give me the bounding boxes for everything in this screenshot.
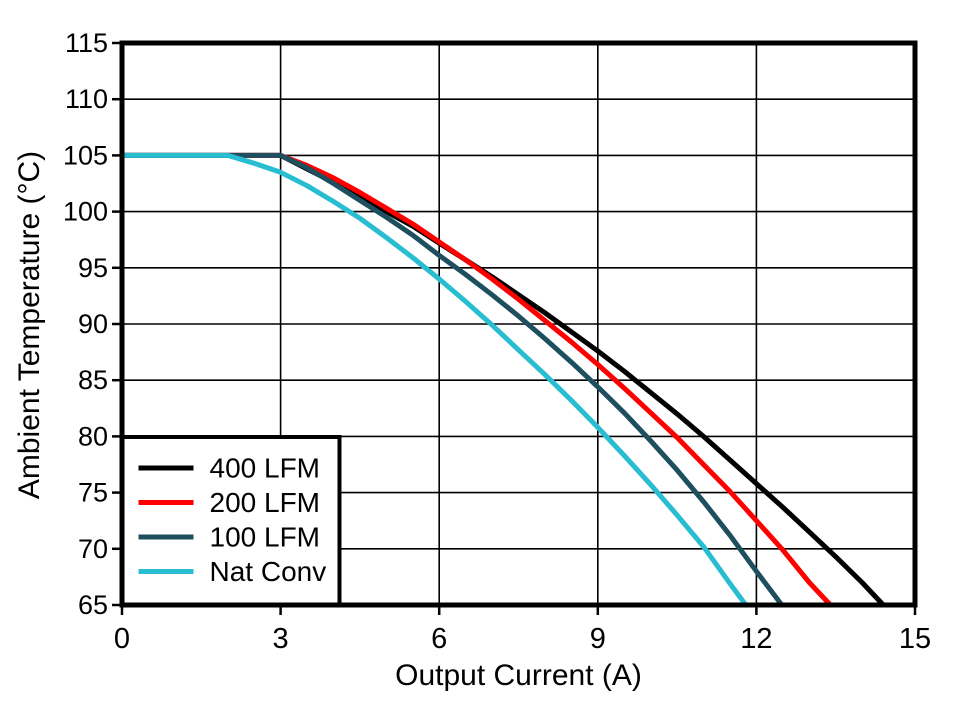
plot-border	[119, 40, 918, 608]
legend-label: Nat Conv	[210, 556, 327, 587]
y-tick-label: 75	[78, 478, 108, 508]
series-line-100-lfm	[122, 152, 784, 607]
x-axis-title: Output Current (A)	[395, 659, 642, 692]
tick-marks	[112, 41, 917, 615]
series-line-200-lfm	[122, 152, 833, 607]
legend-entry-nat-conv: Nat Conv	[138, 556, 327, 587]
series-curves	[122, 152, 886, 607]
y-tick-label: 105	[63, 140, 108, 170]
gridlines	[122, 43, 915, 605]
y-tick-label: 80	[78, 421, 108, 451]
y-axis-title: Ambient Temperature (°C)	[13, 150, 46, 500]
y-tick-label: 100	[63, 197, 108, 227]
y-tick-label: 110	[65, 84, 108, 114]
y-tick-label: 65	[78, 590, 108, 620]
legend-entry-100-lfm: 100 LFM	[138, 522, 321, 553]
legend-entry-400-lfm: 400 LFM	[138, 453, 321, 484]
y-tick-label: 85	[78, 365, 108, 395]
legend-label: 100 LFM	[210, 522, 321, 553]
series-line-nat-conv	[122, 152, 748, 607]
legend-label: 200 LFM	[210, 487, 321, 518]
x-tick-label: 12	[740, 623, 772, 655]
y-tick-label: 70	[78, 534, 108, 564]
legend-label: 400 LFM	[210, 453, 321, 484]
x-tick-label: 6	[431, 623, 447, 655]
x-tick-label: 15	[899, 623, 931, 655]
y-tick-label: 95	[78, 253, 108, 283]
x-tick-label: 0	[114, 623, 130, 655]
tick-labels: 65 70 75 80 85 90 95 100 105 110 115 0 3 6 9 12 15	[63, 28, 931, 655]
x-tick-label: 3	[273, 623, 289, 655]
legend-entry-200-lfm: 200 LFM	[138, 487, 321, 518]
x-tick-label: 9	[590, 623, 606, 655]
y-tick-label: 90	[78, 309, 108, 339]
y-tick-label: 115	[65, 28, 108, 58]
